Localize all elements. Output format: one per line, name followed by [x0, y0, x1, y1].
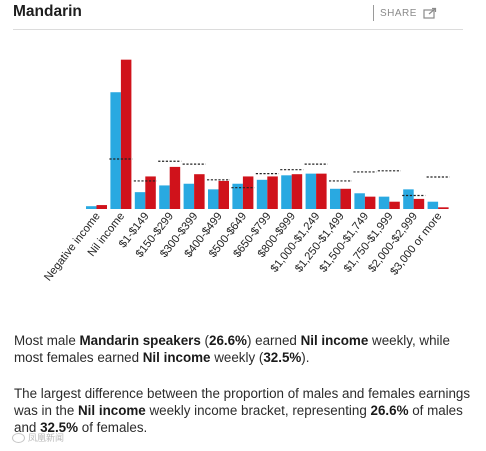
summary-2-run-3: 26.6%	[370, 403, 409, 418]
bar-female-5	[218, 180, 229, 209]
bar-male-5	[208, 189, 219, 209]
bar-male-1	[110, 92, 121, 209]
bar-female-0	[96, 205, 107, 209]
bar-female-14	[438, 207, 449, 209]
watermark-logo-icon	[12, 432, 25, 443]
bar-male-7	[256, 179, 268, 209]
share-separator	[373, 5, 374, 21]
share-label: SHARE	[380, 7, 417, 19]
bar-male-0	[86, 206, 97, 209]
bar-male-3	[159, 185, 170, 209]
bar-female-10	[340, 188, 351, 209]
summary-2-run-0: The largest difference between the propo…	[14, 386, 471, 418]
chart-title: Mandarin	[13, 3, 82, 20]
chart-header: Mandarin SHARE	[0, 0, 486, 36]
bar-male-8	[281, 175, 292, 209]
bar-male-10	[330, 188, 341, 209]
bar-female-8	[291, 174, 303, 209]
summary-1-run-6: weekly, while most females earned	[14, 333, 450, 365]
summary-1-run-4: ) earned	[246, 333, 301, 348]
bar-male-6	[232, 183, 243, 209]
summary-1-run-8: weekly (	[210, 350, 264, 365]
bar-female-2	[145, 176, 156, 209]
bar-male-11	[354, 193, 365, 209]
summary-1-run-3: 26.6%	[209, 333, 247, 348]
summary-1-run-5: Nil income	[300, 333, 369, 348]
bar-female-6	[242, 176, 254, 209]
summary-1-run-2: (	[200, 333, 209, 348]
summary-paragraph-2: The largest difference between the propo…	[14, 385, 476, 436]
watermark: 凤凰新闻	[12, 431, 64, 444]
bar-female-13	[413, 198, 425, 209]
bar-female-4	[194, 174, 205, 209]
bar-female-7	[267, 176, 278, 209]
bar-male-9	[305, 173, 317, 209]
summary-1-run-10: ).	[301, 350, 310, 365]
bar-male-4	[183, 183, 195, 209]
summary-2-run-5: 32.5%	[40, 420, 79, 435]
watermark-label: 凤凰新闻	[28, 433, 65, 443]
summary-2-run-2: weekly income bracket, representing	[145, 403, 371, 418]
share-button[interactable]: SHARE	[373, 4, 437, 22]
bar-male-12	[378, 196, 390, 209]
summary-1-run-1: Mandarin speakers	[79, 333, 201, 348]
bar-female-3	[169, 166, 181, 209]
bar-male-13	[403, 189, 414, 209]
bar-male-2	[134, 192, 146, 209]
bar-female-9	[316, 173, 327, 209]
share-icon	[423, 7, 437, 19]
header-divider	[13, 29, 463, 30]
summary-2-run-4: of males and	[14, 403, 463, 435]
summary-1-run-9: 32.5%	[263, 350, 302, 365]
summary-2-run-1: Nil income	[78, 403, 146, 418]
bar-female-11	[364, 196, 376, 209]
bar-female-12	[389, 201, 400, 209]
summary-paragraph-1: Most male Mandarin speakers (26.6%) earn…	[14, 332, 476, 366]
summary-1-run-7: Nil income	[142, 350, 211, 365]
summary-1-run-0: Most male	[14, 333, 80, 348]
bar-female-1	[120, 59, 132, 210]
summary-2-run-6: of females.	[78, 420, 148, 435]
bar-male-14	[427, 201, 439, 209]
